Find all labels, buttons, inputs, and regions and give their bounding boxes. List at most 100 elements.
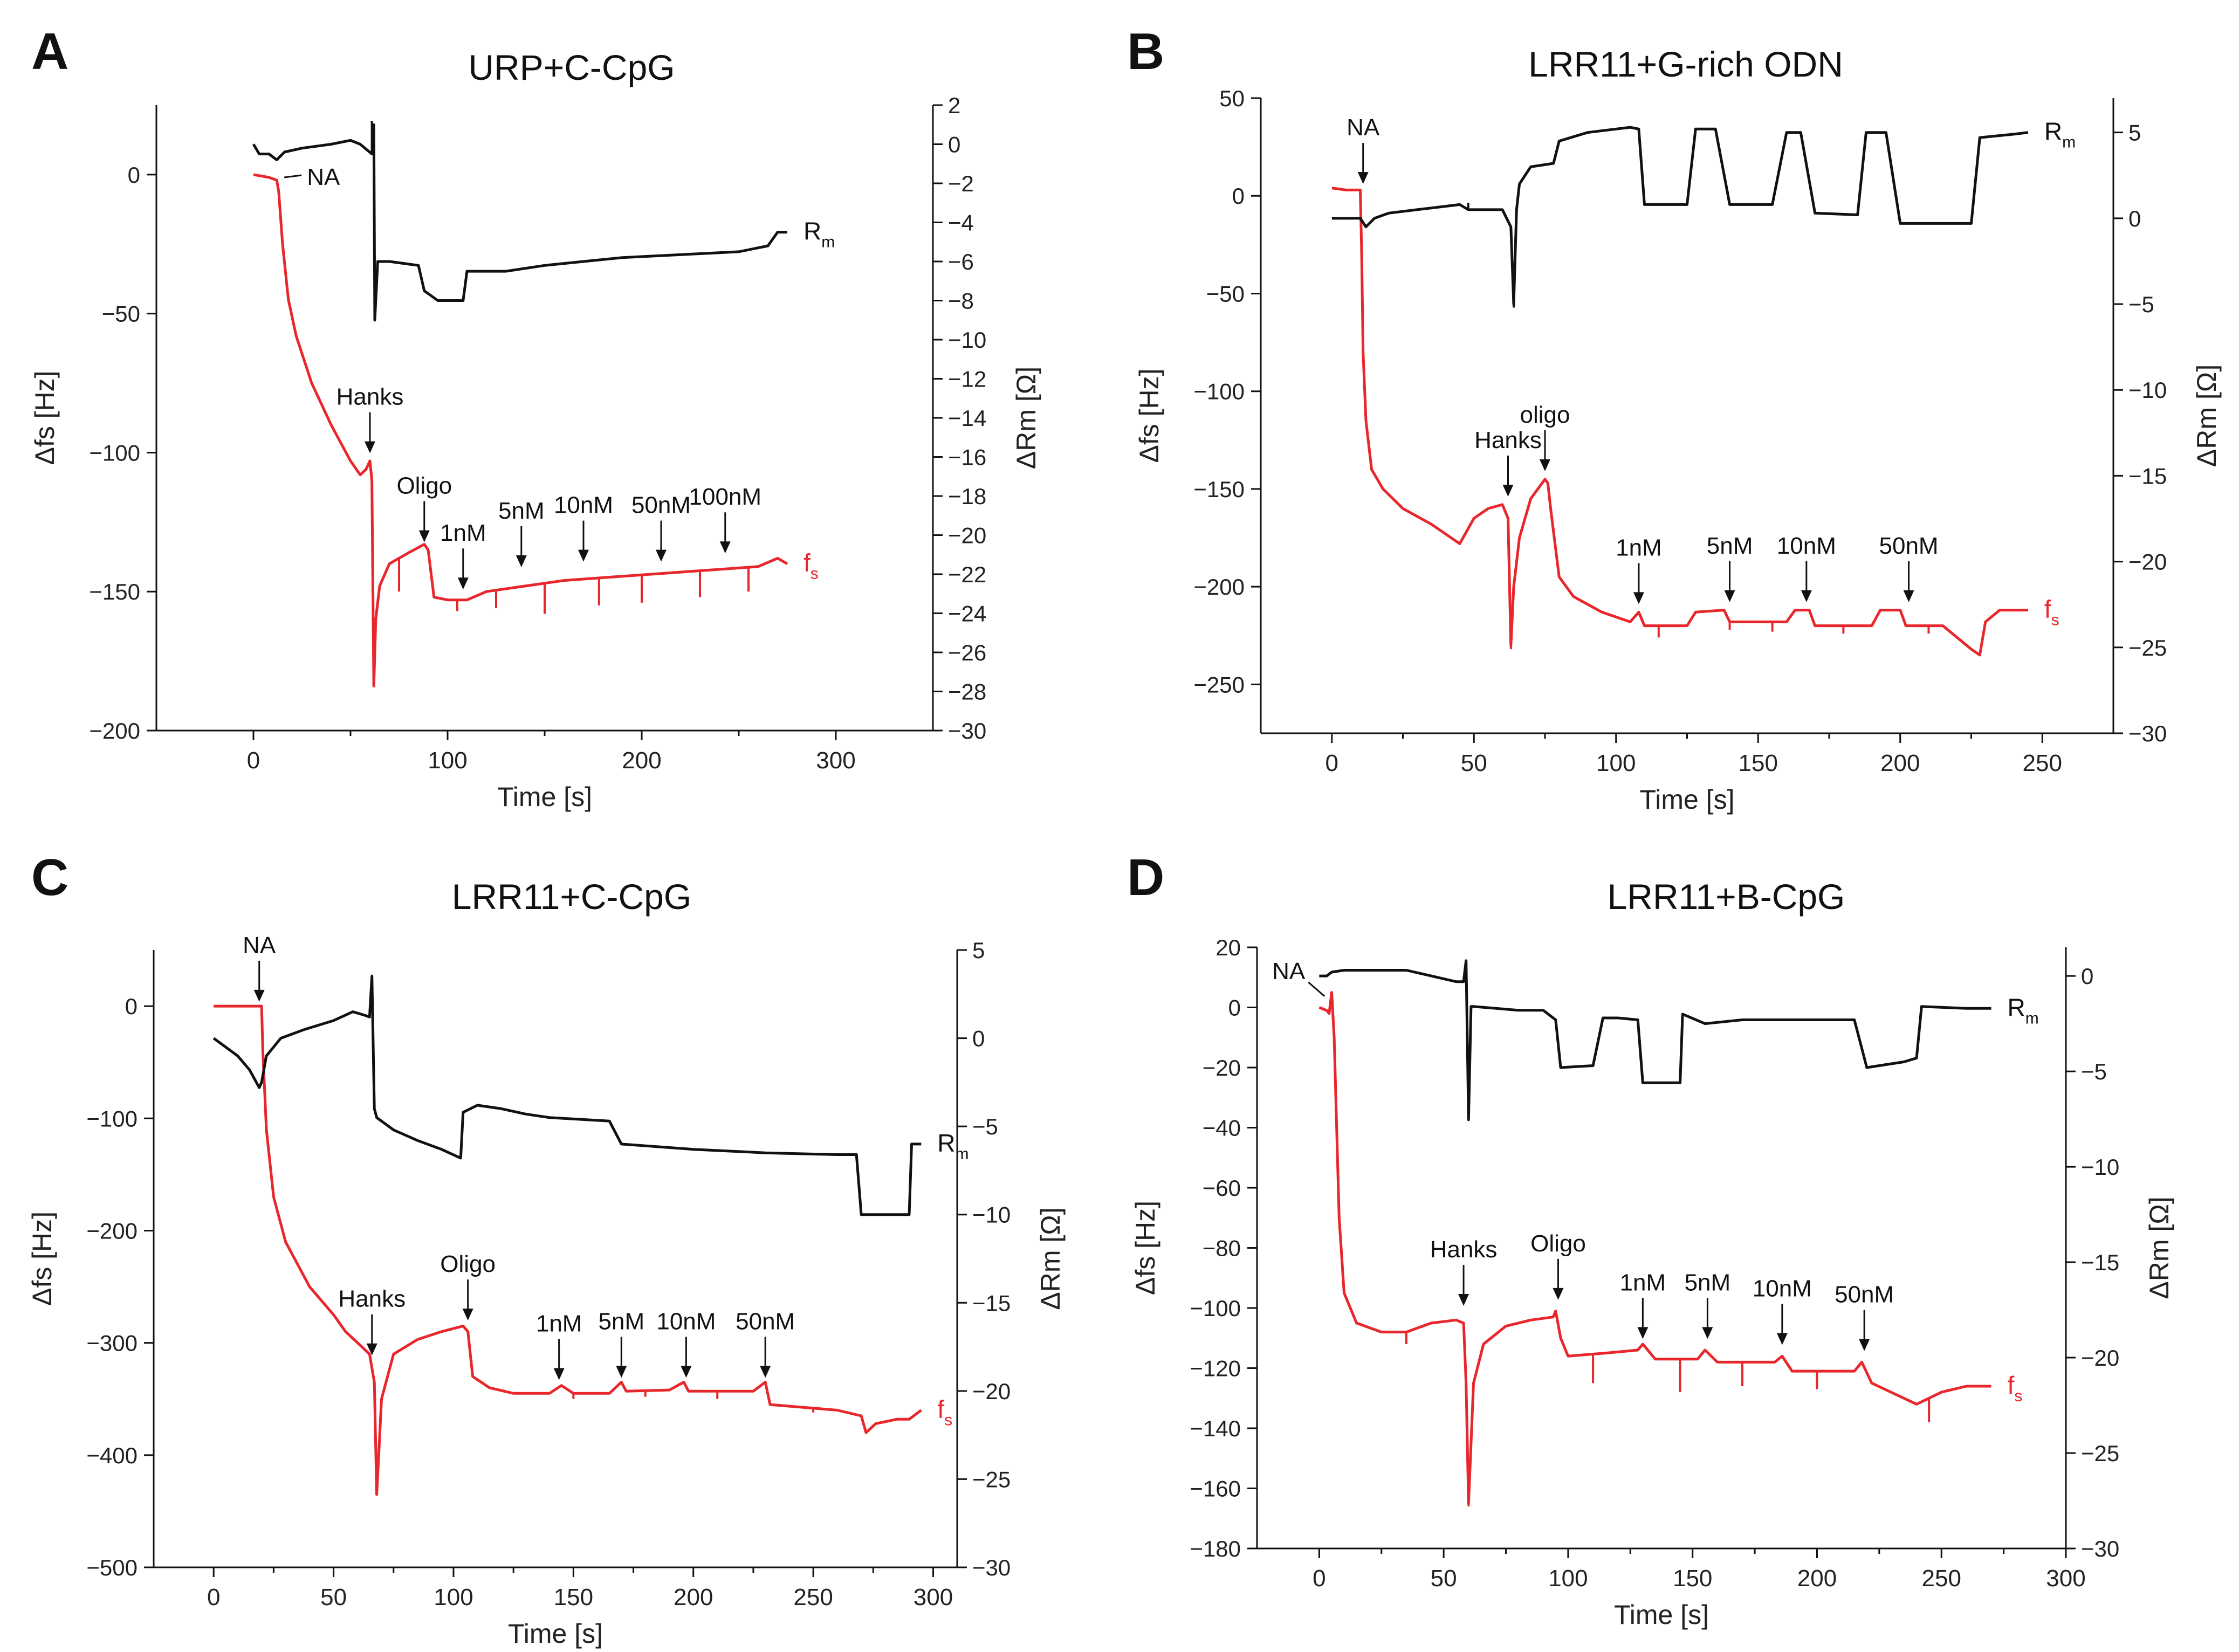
y-right-axis-label: ΔRm [Ω]	[2192, 364, 2222, 467]
series-end-label-fs: fs	[803, 549, 819, 583]
y-right-axis-label: ΔRm [Ω]	[1011, 367, 1041, 469]
y-left-axis-label: Δfs [Hz]	[1130, 1201, 1160, 1295]
annotation-arrow-head	[1776, 1333, 1788, 1345]
y-left-tick-label: −60	[1203, 1175, 1241, 1201]
chart-title: LRR11+G-rich ODN	[1528, 44, 1843, 84]
y-left-tick-label: −500	[86, 1555, 138, 1580]
x-tick-label: 300	[914, 1584, 953, 1610]
chart-title: URP+C-CpG	[468, 47, 675, 87]
annotation-label: 10nM	[1777, 533, 1836, 559]
x-tick-label: 200	[622, 747, 661, 774]
y-left-tick-label: 0	[128, 162, 140, 188]
series-line-rm	[1331, 126, 2029, 306]
y-right-tick-label: −15	[2081, 1250, 2119, 1275]
y-right-tick-label: 2	[948, 93, 960, 118]
series-line-fs	[214, 1004, 922, 1496]
y-left-tick-label: −180	[1190, 1536, 1241, 1561]
x-tick-label: 100	[428, 747, 467, 774]
annotation-label: 100nM	[689, 484, 762, 510]
y-right-tick-label: −20	[948, 523, 986, 548]
y-left-axis-label: Δfs [Hz]	[1134, 368, 1164, 463]
annotation-arrow-head	[253, 989, 265, 1002]
panel-letter: A	[31, 23, 69, 80]
annotation-arrow-head	[516, 555, 527, 567]
chart-title: LRR11+C-CpG	[451, 877, 692, 917]
annotation-arrow-head	[553, 1368, 565, 1380]
panel-b: B LRR11+G-rich ODN 0 50 100 150 200 250 50 0 −50…	[1120, 0, 2239, 826]
chart-title: LRR11+B-CpG	[1607, 877, 1845, 917]
y-right-tick-label: 0	[2081, 963, 2093, 989]
annotation-label: 1nM	[1616, 534, 1662, 561]
x-tick-label: 150	[1739, 750, 1778, 776]
panel-c: C LRR11+C-CpG 0 50 100 150 200 250 300 0 −100 −20…	[0, 826, 1120, 1652]
y-right-tick-label: −30	[948, 718, 986, 744]
y-left-axis-label: Δfs [Hz]	[30, 370, 60, 465]
x-tick-label: 100	[1548, 1565, 1588, 1592]
x-tick-label: 0	[207, 1584, 220, 1610]
y-left-tick-label: −120	[1190, 1356, 1241, 1381]
annotation-arrow-head	[1903, 590, 1914, 602]
x-tick-label: 250	[2023, 750, 2062, 776]
y-right-tick-label: −24	[948, 601, 986, 627]
y-right-tick-label: −22	[948, 562, 986, 587]
panel-letter: B	[1127, 23, 1165, 80]
y-left-tick-label: −40	[1203, 1116, 1241, 1141]
y-right-tick-label: −5	[972, 1114, 998, 1139]
annotation-label: Oligo	[396, 473, 452, 499]
series-line-fs	[1331, 187, 2028, 657]
y-left-tick-label: −100	[1193, 379, 1245, 404]
x-tick-label: 200	[1880, 750, 1920, 776]
y-left-tick-label: −150	[89, 579, 140, 604]
panel-letter: C	[31, 849, 69, 906]
y-right-axis-label: ΔRm [Ω]	[2144, 1196, 2174, 1299]
y-right-tick-label: 0	[948, 132, 960, 157]
y-right-tick-label: −28	[948, 679, 986, 705]
panel-d: D LRR11+B-CpG 0 50 100 150 200 250 300 20 0 −20 −4…	[1120, 826, 2239, 1652]
annotation-arrow-head	[616, 1366, 627, 1378]
annotation-label: 1nM	[440, 520, 486, 546]
annotation-arrow-head	[418, 530, 430, 542]
series-end-label-fs: fs	[937, 1395, 952, 1429]
annotation-arrow-head	[1357, 172, 1369, 184]
chart-d: 0 50 100 150 200 250 300200−20−40−60−80−100−12…	[1130, 935, 2174, 1630]
y-left-tick-label: 50	[1219, 86, 1245, 111]
annotation-label: 1nM	[1620, 1269, 1666, 1296]
annotation-arrow-head	[1458, 1294, 1469, 1306]
x-tick-label: 0	[1325, 750, 1338, 776]
annotation-arrow-head	[1502, 485, 1514, 497]
y-right-tick-label: −25	[2081, 1441, 2119, 1466]
y-right-axis-label: ΔRm [Ω]	[1035, 1207, 1066, 1310]
x-axis-label: Time [s]	[508, 1619, 603, 1649]
panel-letter: D	[1127, 849, 1165, 906]
annotation-pointer	[1308, 981, 1325, 997]
y-right-tick-label: −6	[948, 249, 974, 274]
y-right-tick-label: −5	[2128, 292, 2154, 317]
y-right-tick-label: −20	[972, 1379, 1011, 1404]
y-left-tick-label: 0	[1232, 183, 1245, 209]
annotation-label: oligo	[1520, 402, 1570, 428]
y-left-tick-label: −50	[1206, 281, 1245, 306]
annotation-label: 5nM	[1707, 533, 1753, 559]
y-right-tick-label: 5	[972, 938, 985, 963]
y-right-tick-label: −30	[972, 1555, 1011, 1580]
annotation-label: 50nM	[736, 1308, 795, 1334]
y-right-tick-label: −10	[2081, 1154, 2119, 1180]
y-left-tick-label: −100	[1190, 1296, 1241, 1321]
annotation-arrow-head	[760, 1366, 771, 1378]
y-left-tick-label: −50	[102, 301, 140, 327]
y-left-tick-label: −400	[86, 1443, 138, 1468]
x-tick-label: 200	[674, 1584, 713, 1610]
y-left-tick-label: −80	[1203, 1236, 1241, 1261]
x-tick-label: 100	[434, 1584, 473, 1610]
y-left-tick-label: −150	[1193, 477, 1245, 502]
y-left-tick-label: 0	[1228, 995, 1241, 1021]
series-line-rm	[212, 975, 922, 1216]
y-right-tick-label: −15	[2128, 463, 2167, 488]
y-right-tick-label: −5	[2081, 1059, 2107, 1084]
y-right-tick-label: −2	[948, 171, 974, 196]
annotation-arrow-head	[366, 1343, 377, 1355]
y-right-tick-label: −20	[2081, 1345, 2119, 1371]
y-right-tick-label: 0	[972, 1026, 985, 1051]
y-right-tick-label: −10	[948, 327, 986, 353]
